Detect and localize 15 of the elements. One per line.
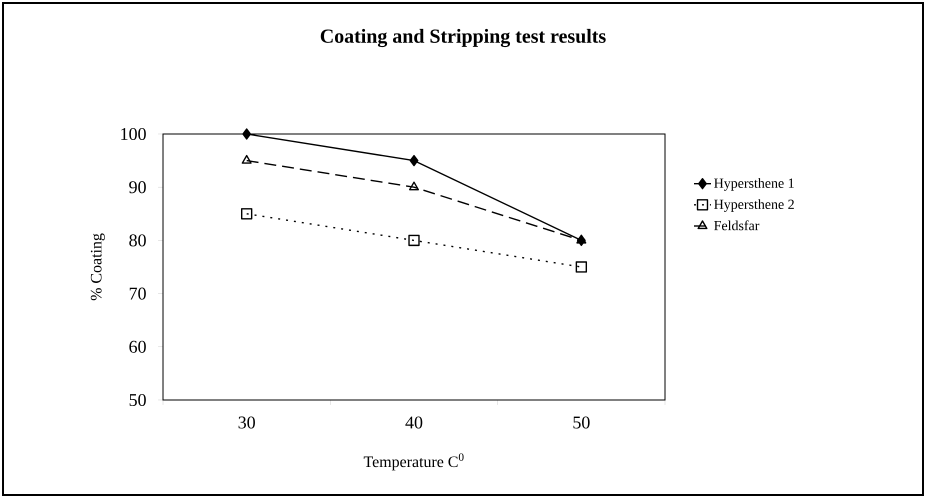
chart-title: Coating and Stripping test results — [320, 28, 606, 48]
x-axis-title: Temperature C$^{0}$ — [364, 453, 464, 470]
y-tick-label: 70 — [130, 288, 146, 300]
y-tick-label: 50 — [130, 394, 146, 406]
y-tick-label: 90 — [129, 181, 146, 194]
legend-label: Hypersthene 1 — [714, 178, 794, 191]
legend-label: Hypersthene 2 — [714, 199, 794, 212]
x-tick-label: 40 — [405, 416, 422, 429]
y-axis-title: % Coating — [90, 233, 105, 300]
y-tick-label: 60 — [129, 340, 146, 353]
legend-label: Feldsfar — [714, 220, 760, 230]
x-tick-label: 30 — [238, 416, 255, 429]
y-tick-label: 80 — [129, 234, 146, 246]
x-tick-label: 50 — [573, 416, 590, 429]
y-tick-label: 100 — [121, 128, 146, 140]
